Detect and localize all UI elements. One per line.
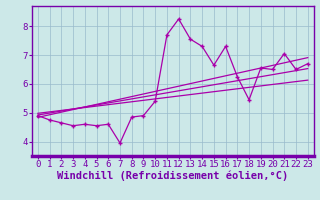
X-axis label: Windchill (Refroidissement éolien,°C): Windchill (Refroidissement éolien,°C) [57, 171, 288, 181]
